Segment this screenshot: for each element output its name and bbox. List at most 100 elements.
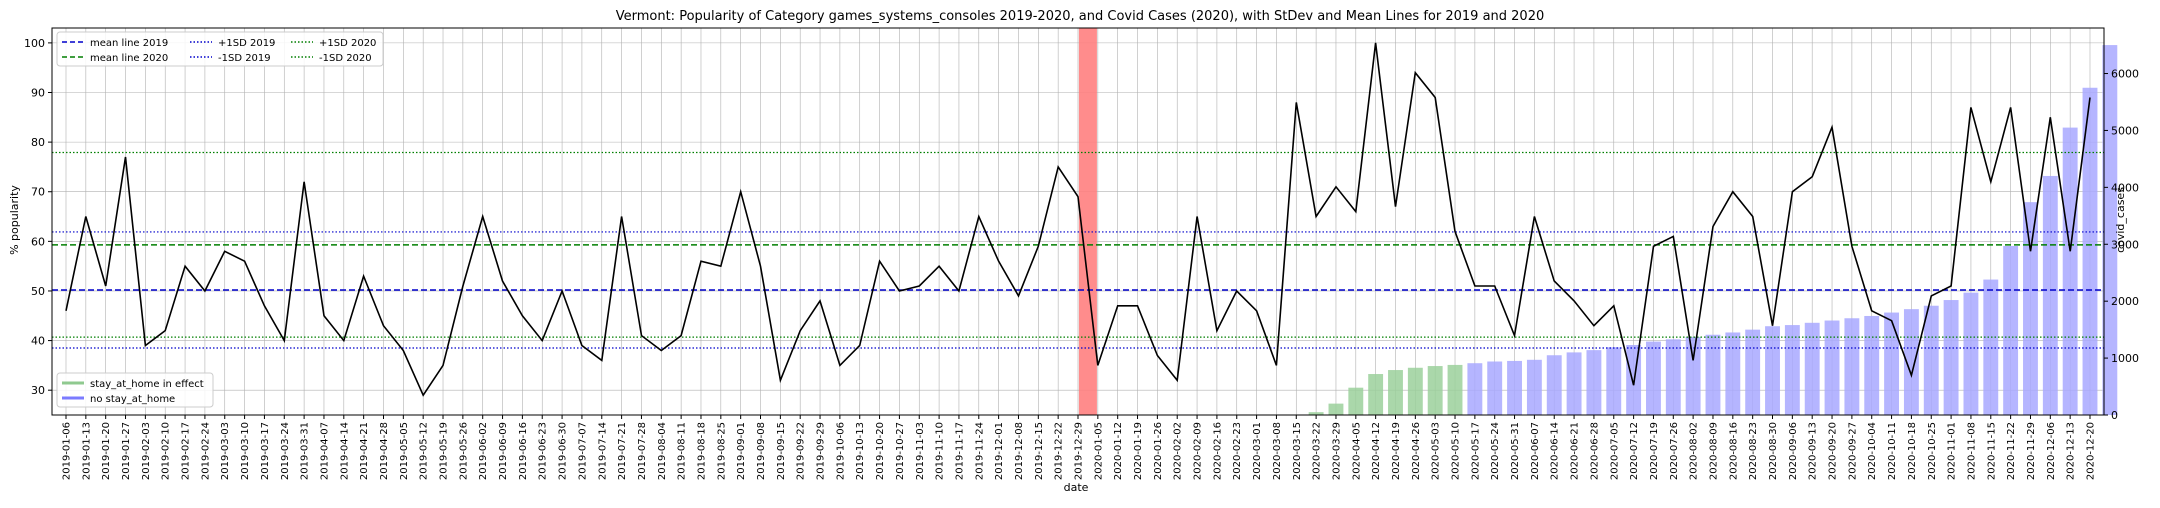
- y-axis-label: % popularity: [8, 185, 21, 255]
- x-tick-label: 2019-04-21: [359, 422, 370, 480]
- covid-bar: [1566, 352, 1582, 415]
- x-tick-label: 2020-07-19: [1649, 422, 1660, 480]
- x-tick-label: 2020-01-05: [1093, 422, 1104, 480]
- legend-label: -1SD 2019: [218, 53, 271, 64]
- x-tick-label: 2020-07-26: [1669, 422, 1680, 480]
- x-tick-label: 2019-09-29: [816, 422, 827, 480]
- x-tick-label: 2019-01-27: [121, 422, 132, 480]
- x-tick-label: 2020-12-06: [2046, 422, 2057, 480]
- chart-title: Vermont: Popularity of Category games_sy…: [616, 9, 1545, 24]
- x-tick-label: 2020-02-16: [1212, 422, 1223, 480]
- covid-bar: [1824, 320, 1840, 415]
- x-tick-label: 2020-02-02: [1173, 422, 1184, 480]
- x-tick-label: 2020-03-29: [1332, 422, 1343, 480]
- x-tick-label: 2019-06-23: [538, 422, 549, 480]
- covid-bar: [1784, 325, 1800, 415]
- covid-bar: [1903, 309, 1919, 415]
- covid-bar: [1348, 387, 1364, 415]
- x-tick-label: 2020-09-27: [1847, 422, 1858, 480]
- x-tick-label: 2019-09-01: [736, 422, 747, 480]
- y2-tick-label: 1000: [2111, 352, 2139, 365]
- covid-bar: [1467, 363, 1483, 415]
- covid-bar: [2082, 87, 2098, 415]
- y2-tick-label: 2000: [2111, 295, 2139, 308]
- x-tick-label: 2019-07-28: [637, 422, 648, 480]
- covid-bar: [1546, 355, 1562, 415]
- x-tick-label: 2020-12-20: [2086, 422, 2097, 480]
- x-tick-label: 2020-06-28: [1589, 422, 1600, 480]
- covid-bar: [1526, 359, 1542, 415]
- x-tick-label: 2020-05-10: [1451, 422, 1462, 480]
- x-tick-label: 2020-03-22: [1312, 422, 1323, 480]
- x-tick-label: 2020-05-24: [1490, 422, 1501, 480]
- x-tick-label: 2020-06-14: [1550, 422, 1561, 480]
- x-tick-label: 2019-03-31: [300, 422, 311, 480]
- legend-label: +1SD 2020: [319, 38, 376, 49]
- y-axis-left: 30 40 50 60 70 80 90 100: [24, 37, 52, 397]
- x-tick-label: 2019-05-12: [419, 422, 430, 480]
- x-tick-label: 2019-01-06: [62, 422, 73, 480]
- x-tick-label: 2019-03-17: [260, 422, 271, 480]
- x-tick-label: 2020-11-08: [1966, 422, 1977, 480]
- x-tick-label: 2020-11-22: [2006, 422, 2017, 480]
- y-tick-label: 80: [31, 136, 45, 149]
- legend-label: mean line 2019: [90, 38, 168, 49]
- covid-bar: [1765, 326, 1780, 415]
- y2-tick-label: 4000: [2111, 181, 2139, 194]
- x-tick-label: 2019-12-08: [1014, 422, 1025, 480]
- covid-bar: [1705, 334, 1721, 415]
- x-tick-label: 2019-05-05: [399, 422, 410, 480]
- x-tick-label: 2019-07-21: [617, 422, 628, 480]
- popularity-line: [65, 42, 2091, 397]
- x-tick-label: 2019-12-15: [1034, 422, 1045, 480]
- x-tick-label: 2019-06-16: [518, 422, 529, 480]
- covid-bar: [1804, 322, 1820, 415]
- y-tick-label: 40: [31, 335, 45, 348]
- y2-tick-label: 5000: [2111, 124, 2139, 137]
- grid-lines: [52, 28, 2104, 415]
- x-tick-label: 2020-01-19: [1133, 422, 1144, 480]
- x-tick-label: 2019-01-20: [101, 422, 112, 480]
- x-tick-label: 2020-08-23: [1748, 422, 1759, 480]
- x-tick-label: 2020-01-26: [1153, 422, 1164, 480]
- x-tick-label: 2019-02-17: [181, 422, 192, 480]
- x-tick-label: 2020-02-23: [1232, 422, 1243, 480]
- x-tick-label: 2019-08-25: [716, 422, 727, 480]
- covid-bar: [1427, 366, 1443, 415]
- covid-bar: [1665, 339, 1681, 415]
- covid-bar: [1745, 329, 1761, 415]
- legend-label: -1SD 2020: [319, 53, 372, 64]
- covid-bar: [1407, 367, 1423, 415]
- covid-bar: [1884, 312, 1900, 415]
- x-tick-label: 2019-11-24: [974, 422, 985, 480]
- y-tick-label: 30: [31, 384, 45, 397]
- x-tick-label: 2020-08-02: [1689, 422, 1700, 480]
- y2-tick-label: 6000: [2111, 68, 2139, 81]
- x-tick-label: 2019-04-07: [320, 422, 331, 480]
- x-tick-label: 2019-03-03: [220, 422, 231, 480]
- reference-lines: [52, 151, 2104, 349]
- x-tick-label: 2020-11-15: [1986, 422, 1997, 480]
- x-tick-label: 2020-11-01: [1947, 422, 1958, 480]
- x-tick-label: 2020-10-04: [1867, 422, 1878, 480]
- x-tick-label: 2019-10-06: [835, 422, 846, 480]
- y-tick-label: 100: [24, 37, 45, 50]
- y2-axis-label: covid_cases: [2114, 187, 2127, 253]
- y-tick-label: 50: [31, 285, 45, 298]
- x-tick-label: 2020-02-09: [1193, 422, 1204, 480]
- x-tick-label: 2019-04-14: [339, 422, 350, 480]
- x-tick-label: 2020-03-08: [1272, 422, 1283, 480]
- covid-bar: [1328, 403, 1344, 415]
- x-tick-label: 2020-08-16: [1728, 422, 1739, 480]
- y-axis-right: 0 1000 2000 3000 4000 5000 6000: [2104, 68, 2139, 422]
- x-axis-label: date: [1064, 481, 1089, 494]
- x-tick-label: 2019-02-10: [161, 422, 172, 480]
- x-tick-label: 2020-06-21: [1570, 422, 1581, 480]
- covid-bar: [1586, 350, 1602, 415]
- x-tick-label: 2020-12-13: [2066, 422, 2077, 480]
- x-tick-label: 2020-04-19: [1391, 422, 1402, 480]
- x-tick-label: 2020-09-20: [1828, 422, 1839, 480]
- x-tick-label: 2019-01-13: [81, 422, 92, 480]
- covid-bar: [2023, 202, 2038, 415]
